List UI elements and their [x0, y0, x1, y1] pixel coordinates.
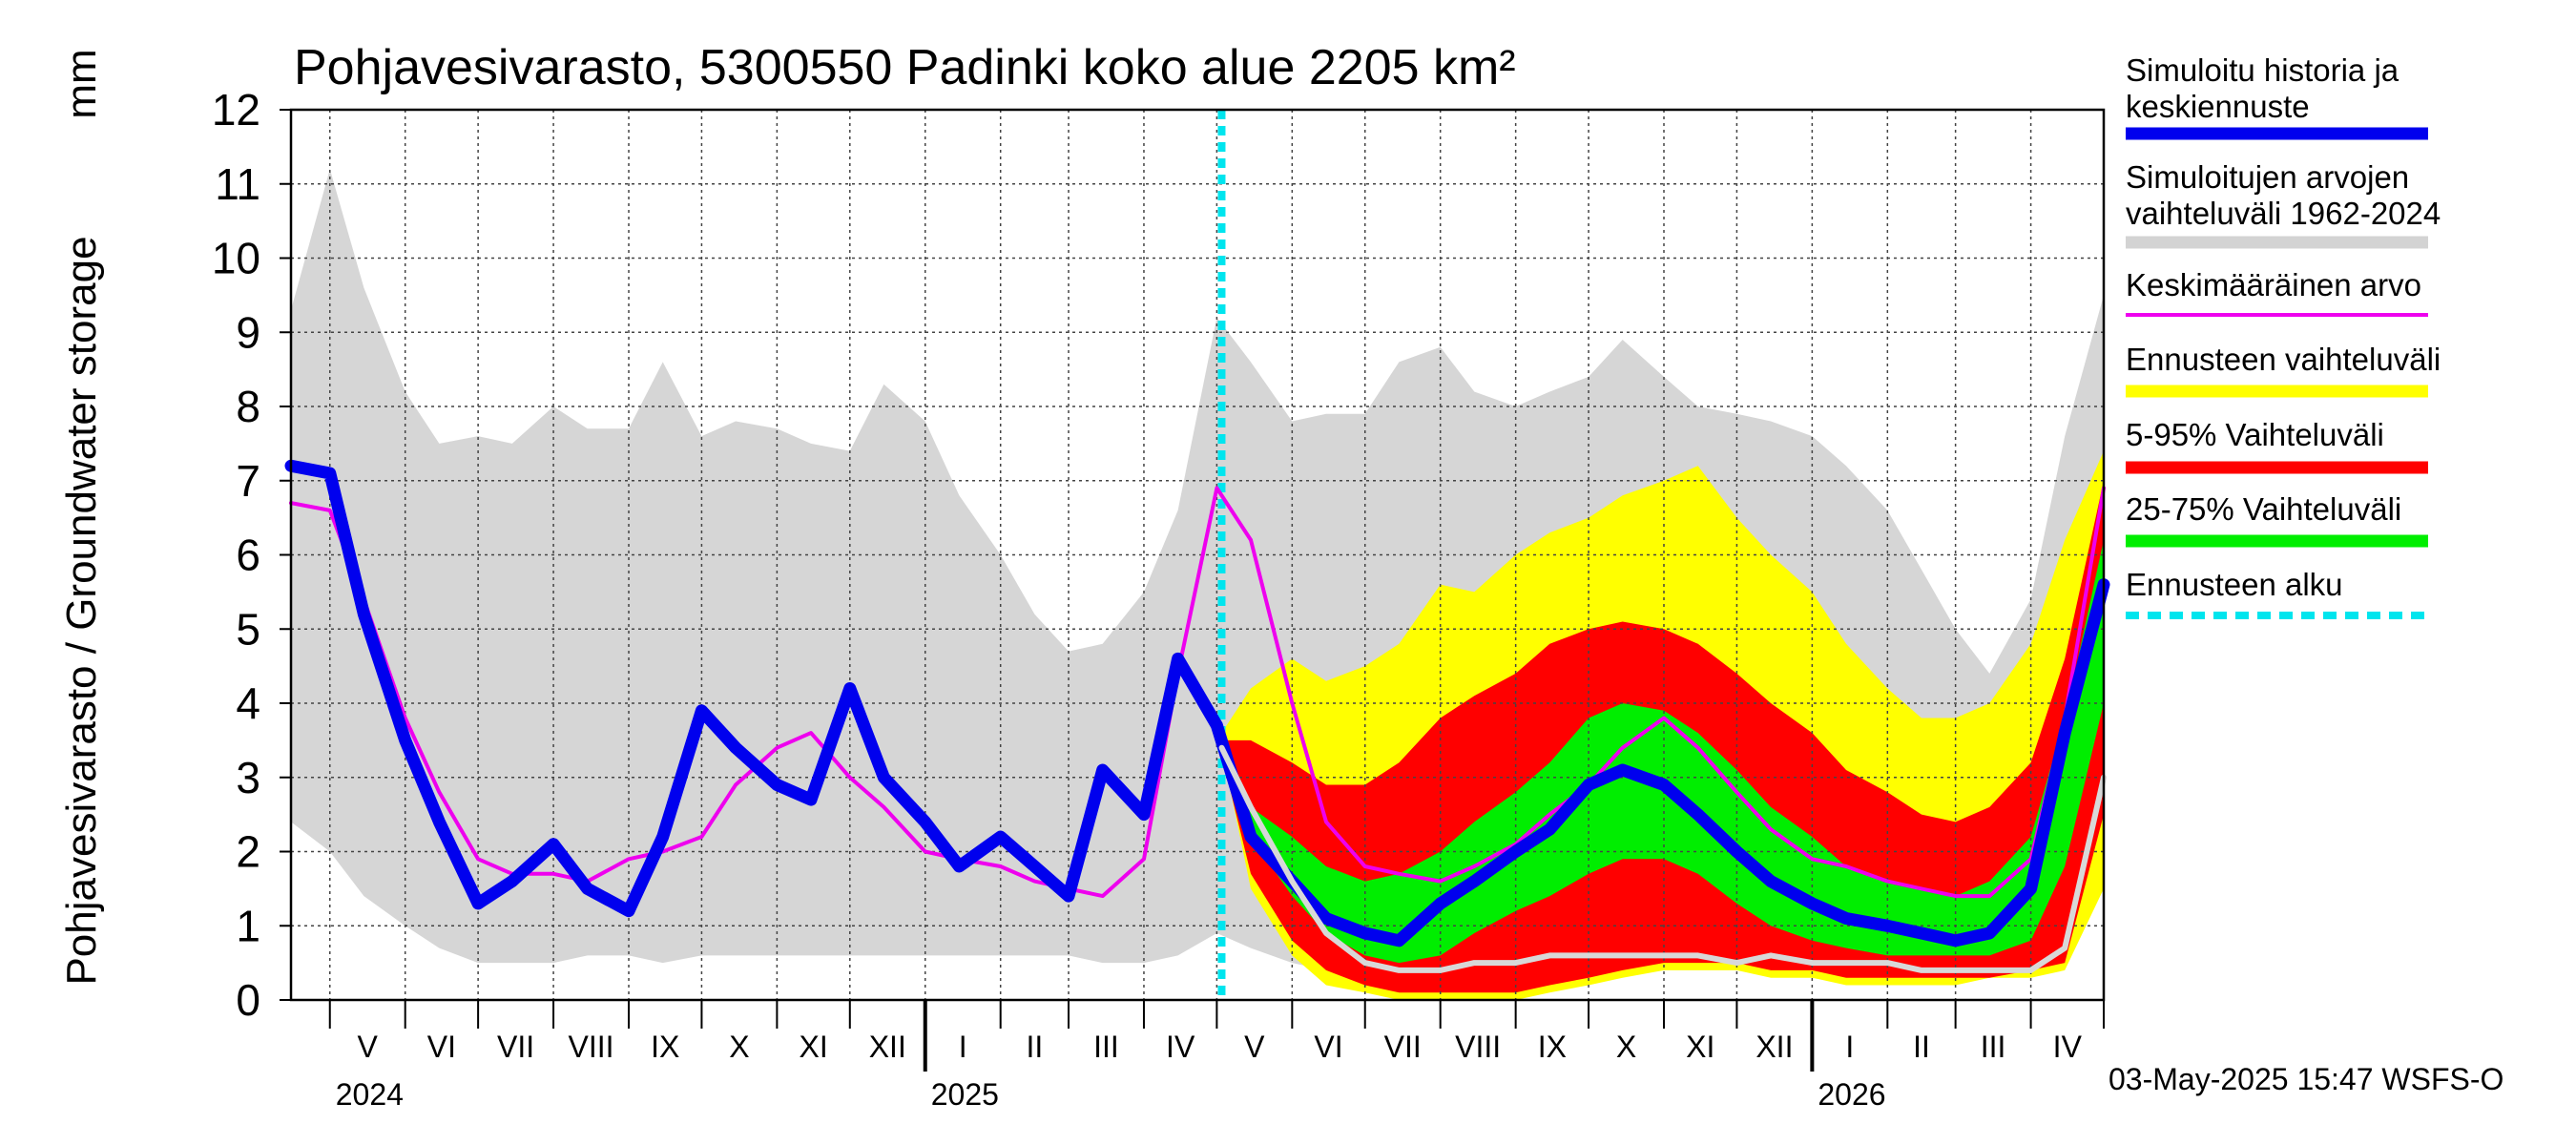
x-month-label-14: VII [1384, 1030, 1422, 1064]
x-month-label-22: III [1981, 1030, 2006, 1064]
y-tick-label-9: 9 [236, 307, 260, 357]
x-year-label-2024: 2024 [336, 1077, 404, 1112]
legend-label-keskima-a-ra-inen-arvo: Keskimääräinen arvo [2126, 267, 2421, 302]
x-month-label-21: II [1913, 1030, 1930, 1064]
x-month-label-18: XI [1686, 1030, 1714, 1064]
y-tick-label-1: 1 [236, 901, 260, 950]
legend-label-simuloitu-historia-ja-keskiennuste: Simuloitu historia ja keskiennuste [2126, 52, 2399, 124]
x-month-label-9: II [1026, 1030, 1043, 1064]
legend-label-ennusteen-vaihteluva-li: Ennusteen vaihteluväli [2126, 342, 2441, 377]
legend-label-simuloitujen-arvojen-vaihteluva-li-1962-2024: Simuloitujen arvojen vaihteluväli 1962-20… [2126, 159, 2441, 231]
y-tick-label-10: 10 [212, 234, 260, 283]
legend-label-5-95-vaihteluva-li: 5-95% Vaihteluväli [2126, 417, 2384, 452]
y-tick-label-8: 8 [236, 382, 260, 431]
x-month-label-12: V [1244, 1030, 1265, 1064]
x-month-label-6: XI [799, 1030, 827, 1064]
legend: Simuloitu historia ja keskiennuste Simuloi… [2126, 52, 2441, 619]
y-tick-label-3: 3 [236, 753, 260, 802]
x-month-label-13: VI [1314, 1030, 1342, 1064]
x-month-label-23: IV [2053, 1030, 2083, 1064]
x-month-label-0: V [358, 1030, 379, 1064]
y-tick-label-2: 2 [236, 827, 260, 877]
y-axis-label: Pohjavesivarasto / Groundwater storage [58, 236, 105, 985]
x-year-label-2026: 2026 [1818, 1077, 1885, 1112]
line-forecast-reference-2 [1218, 744, 2107, 973]
y-axis-unit: mm [58, 49, 105, 118]
x-month-label-10: III [1093, 1030, 1119, 1064]
x-month-label-2: VII [497, 1030, 534, 1064]
timestamp: 03-May-2025 15:47 WSFS-O [2109, 1062, 2503, 1096]
x-month-label-17: X [1616, 1030, 1636, 1064]
x-month-label-19: XII [1755, 1030, 1793, 1064]
x-year-label-2025: 2025 [931, 1077, 999, 1112]
x-month-label-1: VI [427, 1030, 456, 1064]
x-month-label-4: IX [651, 1030, 679, 1064]
grid-layer [291, 109, 2105, 1000]
x-month-label-8: I [959, 1030, 967, 1064]
x-month-label-5: X [729, 1030, 749, 1064]
y-tick-label-7: 7 [236, 456, 260, 506]
line-simuloitu-historia-ja-keskiennuste [284, 459, 2110, 947]
y-tick-label-12: 12 [212, 85, 260, 135]
x-month-label-11: IV [1166, 1030, 1195, 1064]
chart-title: Pohjavesivarasto, 5300550 Padinki koko a… [294, 40, 1516, 95]
band-25-75-vaihteluva-li [1221, 539, 2104, 964]
legend-label-ennusteen-alku: Ennusteen alku [2126, 567, 2343, 602]
x-month-label-20: I [1845, 1030, 1854, 1064]
x-month-label-16: IX [1538, 1030, 1567, 1064]
y-tick-label-4: 4 [236, 678, 260, 728]
y-tick-label-5: 5 [236, 604, 260, 654]
y-tick-label-11: 11 [215, 159, 260, 209]
y-tick-label-0: 0 [236, 975, 260, 1025]
y-tick-label-6: 6 [236, 531, 260, 580]
line-layer [284, 459, 2110, 973]
legend-label-25-75-vaihteluva-li: 25-75% Vaihteluväli [2126, 491, 2401, 527]
x-month-label-3: VIII [569, 1030, 614, 1064]
x-month-label-7: XII [869, 1030, 906, 1064]
x-month-label-15: VIII [1455, 1030, 1501, 1064]
line-keskima-a-ra-inen-arvo [289, 486, 2106, 899]
